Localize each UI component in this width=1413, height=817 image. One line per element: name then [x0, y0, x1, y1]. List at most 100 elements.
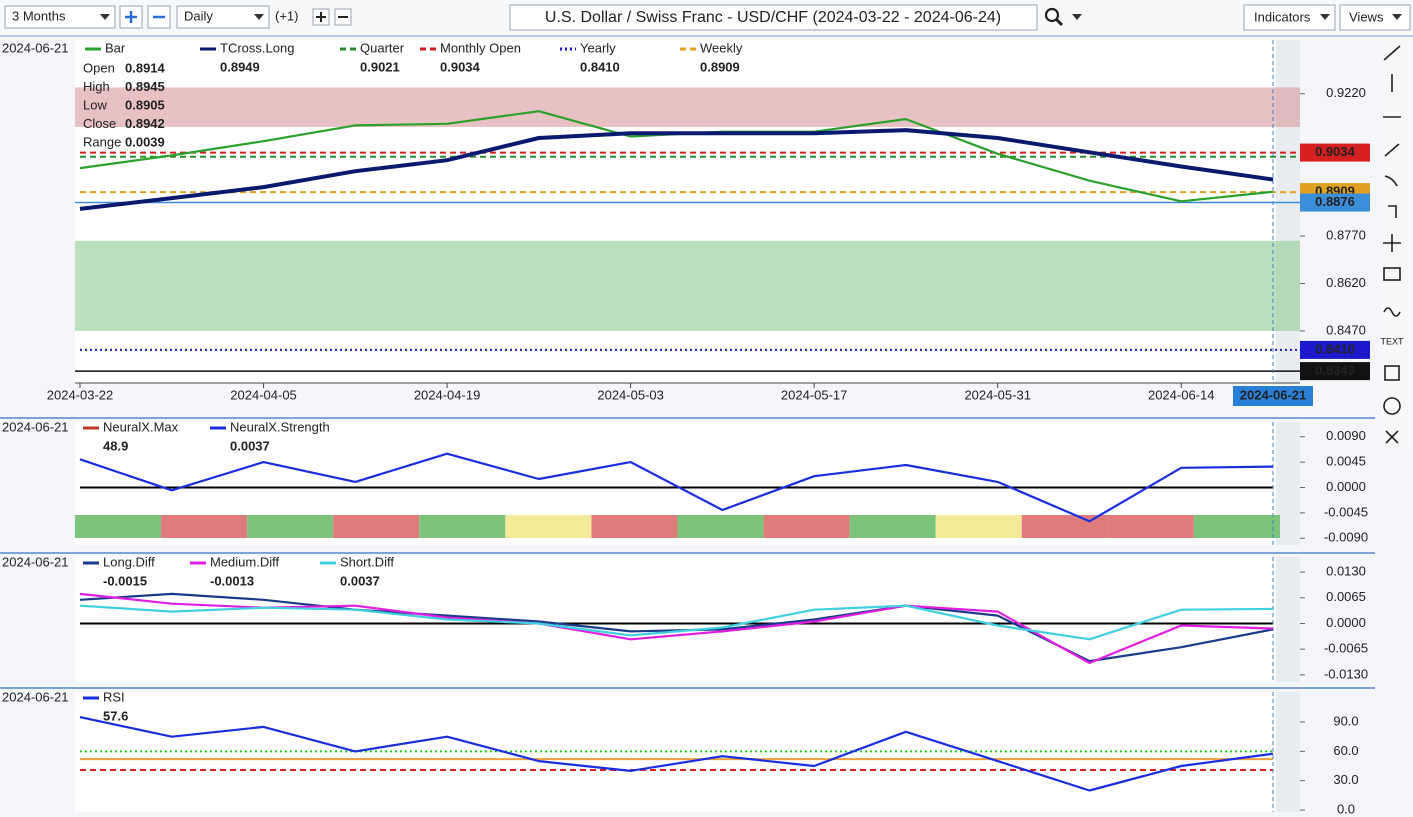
legend-label: Short.Diff: [340, 554, 394, 569]
price-badge: [1300, 362, 1370, 381]
legend-label: Bar: [105, 40, 126, 55]
x-tick-label: 2024-04-05: [230, 387, 297, 402]
series-line: [79, 716, 1274, 792]
legend-label: TCross.Long: [220, 40, 294, 55]
indicators-button[interactable]: [1243, 4, 1336, 31]
price-badge-label: 0.8876: [1315, 194, 1355, 209]
ohlc-value: 0.8945: [125, 79, 165, 94]
side-toolbar: [1378, 40, 1412, 450]
signal-cell: [677, 515, 764, 538]
y-tick-label: 0.0065: [1326, 589, 1366, 604]
legend-value: 48.9: [103, 438, 128, 453]
price-badge-label: 0.8343: [1315, 363, 1355, 378]
text-tool[interactable]: TEXT: [1380, 336, 1404, 346]
legend-label: Medium.Diff: [210, 554, 280, 569]
y-tick-label: -0.0065: [1324, 641, 1368, 656]
wave-tool[interactable]: [1383, 307, 1401, 317]
signal-cell: [419, 515, 506, 538]
legend-label: Quarter: [360, 40, 405, 55]
price-badge: [1300, 143, 1370, 162]
current-date-badge: [1233, 386, 1313, 406]
panel-date: 2024-06-21: [2, 40, 69, 55]
y-tick-label: -0.0045: [1324, 504, 1368, 519]
indicators-text: Indicators: [1254, 9, 1311, 24]
y-tick-label: 0.8470: [1326, 322, 1366, 337]
x-tick-label: 2024-05-17: [781, 387, 848, 402]
dropdown-icon: [100, 14, 110, 20]
signal-cell: [763, 515, 850, 538]
y-tick-label: 0.0000: [1326, 479, 1366, 494]
y-tick-label: 0.0: [1337, 801, 1355, 816]
period-text: 3 Months: [12, 8, 66, 23]
signal-cell: [1193, 515, 1280, 538]
legend-label: NeuralX.Strength: [230, 419, 330, 434]
legend-label: Yearly: [580, 40, 616, 55]
circle-tool[interactable]: [1383, 397, 1401, 415]
signal-cell: [333, 515, 420, 538]
y-tick-label: -0.0090: [1324, 530, 1368, 545]
y-tick-label: 30.0: [1333, 772, 1358, 787]
x-tick-label: 2024-05-31: [964, 387, 1031, 402]
legend-value: 0.9021: [360, 59, 400, 74]
zone: [75, 87, 1300, 127]
signal-cell: [247, 515, 334, 538]
period-select[interactable]: [4, 5, 116, 29]
legend-label: Long.Diff: [103, 554, 155, 569]
rectangle-tool[interactable]: [1384, 365, 1400, 381]
ohlc-label: Range: [83, 134, 121, 149]
plus-icon: [125, 11, 137, 23]
signal-cell: [161, 515, 248, 538]
zone: [75, 240, 1300, 331]
symbol-box[interactable]: [509, 4, 1038, 31]
offset-text: (+1): [275, 8, 298, 23]
ray-tool[interactable]: [1384, 143, 1400, 157]
legend-value: 0.8410: [580, 59, 620, 74]
callout-tool[interactable]: [1383, 267, 1401, 281]
line-tool[interactable]: [1383, 45, 1401, 61]
x-tick-label: 2024-06-14: [1148, 387, 1215, 402]
ohlc-value: 0.8942: [125, 116, 165, 131]
close-tool[interactable]: [1385, 430, 1399, 444]
panel-date: 2024-06-21: [2, 689, 69, 704]
crosshair-tool[interactable]: [1383, 234, 1401, 252]
signal-cell: [1107, 515, 1194, 538]
x-tick-label: 2024-05-03: [597, 387, 664, 402]
curve-tool[interactable]: [1384, 175, 1398, 187]
y-tick-label: 0.8770: [1326, 228, 1366, 243]
legend-value: 0.8949: [220, 59, 260, 74]
y-tick-label: 0.0000: [1326, 615, 1366, 630]
views-text: Views: [1349, 9, 1384, 24]
plus-icon: [316, 12, 326, 22]
price-badge: [1300, 193, 1370, 212]
legend-value: -0.0013: [210, 573, 254, 588]
step-tool[interactable]: [1388, 205, 1397, 218]
signal-cell: [849, 515, 936, 538]
dropdown-icon: [1392, 14, 1402, 20]
x-tick-label: 2024-03-22: [47, 387, 114, 402]
price-badge-label: 0.9034: [1315, 144, 1356, 159]
panel-date: 2024-06-21: [2, 419, 69, 434]
future-shade: [1276, 557, 1300, 682]
dropdown-icon: [1320, 14, 1330, 20]
ohlc-label: Low: [83, 97, 107, 112]
legend-value: 0.0037: [230, 438, 270, 453]
interval-text: Daily: [184, 8, 213, 23]
search-button[interactable]: [1044, 7, 1082, 27]
legend-label: NeuralX.Max: [103, 419, 179, 434]
ohlc-label: Close: [83, 116, 116, 131]
current-date-label: 2024-06-21: [1240, 387, 1307, 402]
interval-select[interactable]: [176, 5, 270, 29]
ohlc-label: High: [83, 79, 110, 94]
legend-label: Weekly: [700, 40, 743, 55]
series-line: [79, 604, 1274, 641]
legend-value: 0.9034: [440, 59, 481, 74]
y-tick-label: 0.8620: [1326, 275, 1366, 290]
ohlc-value: 0.8905: [125, 97, 165, 112]
price-badge: [1300, 340, 1370, 359]
panel-date: 2024-06-21: [2, 554, 69, 569]
y-tick-label: 0.9220: [1326, 85, 1366, 100]
legend-value: 0.0037: [340, 573, 380, 588]
y-tick-label: 0.0130: [1326, 564, 1366, 579]
signal-cell: [591, 515, 678, 538]
